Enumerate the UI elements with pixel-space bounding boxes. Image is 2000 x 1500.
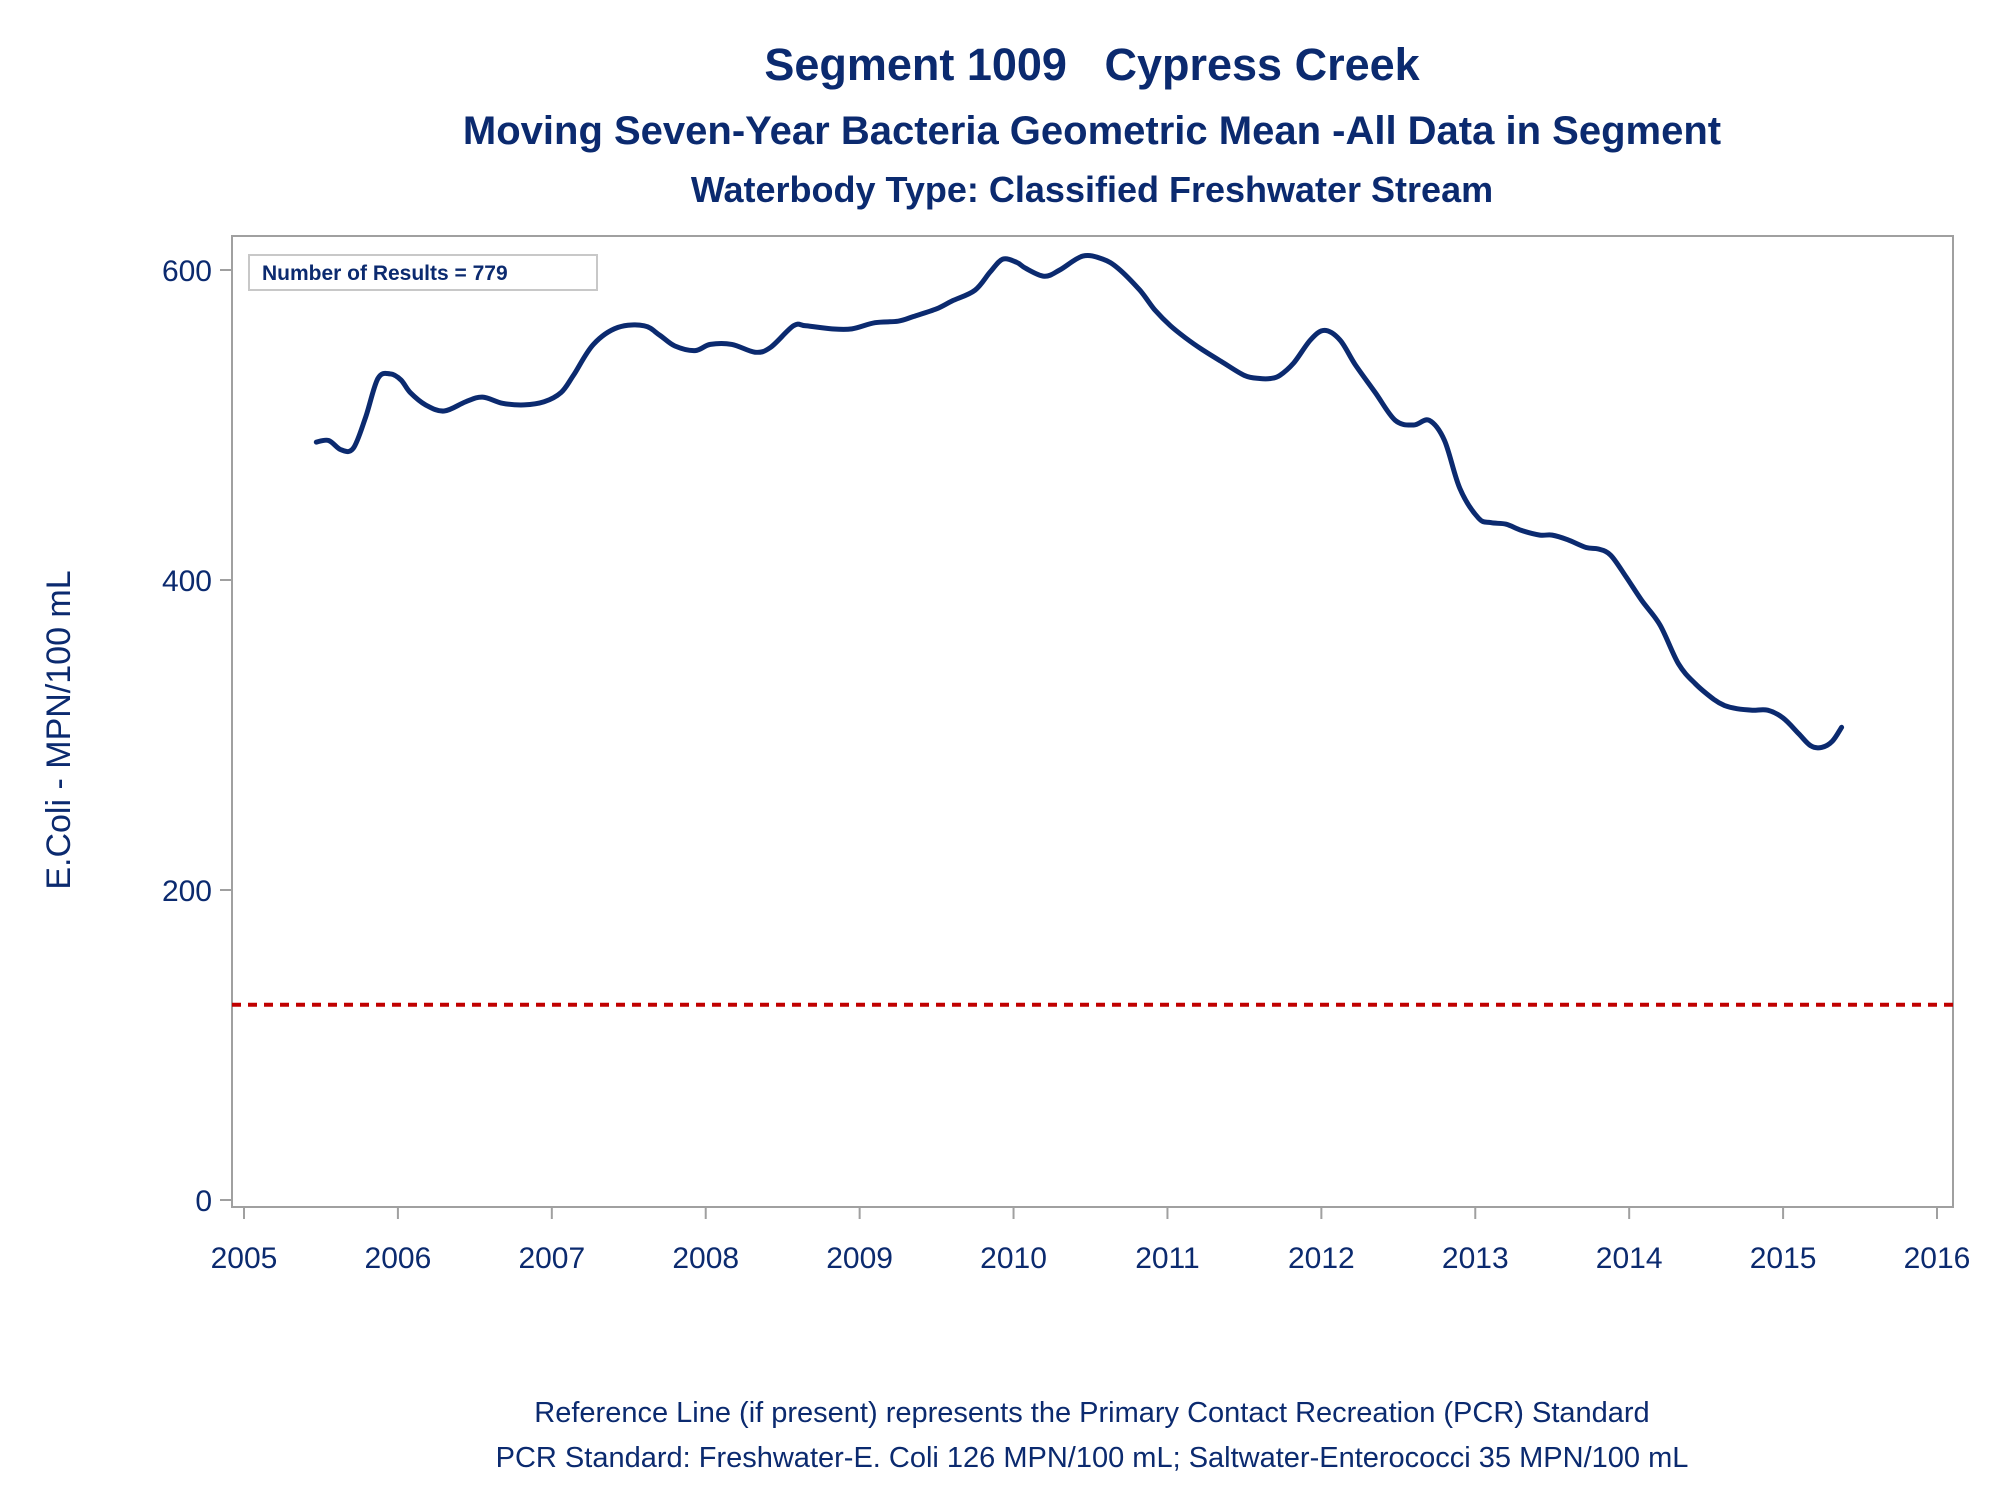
plot-frame: [231, 235, 1954, 1208]
chart-subtitle: Moving Seven-Year Bacteria Geometric Mea…: [463, 109, 1721, 153]
chart-title: Segment 1009 Cypress Creek: [764, 39, 1420, 90]
y-tick-label: 400: [162, 565, 212, 598]
series-line: [313, 252, 1845, 751]
x-tick-label: 2014: [1596, 1242, 1663, 1275]
x-axis: 2005 2006 2007 2008 2009 2010 2011 2012 2013 2014…: [211, 1207, 1971, 1275]
x-tick-label: 2013: [1442, 1242, 1509, 1275]
footer-line-2: PCR Standard: Freshwater-E. Coli 126 MPN…: [496, 1442, 1689, 1474]
results-count-label: Number of Results = 779: [262, 262, 508, 285]
x-tick-label: 2011: [1135, 1242, 1200, 1275]
footer-line-1: Reference Line (if present) represents t…: [534, 1397, 1649, 1429]
y-tick-label: 0: [195, 1185, 212, 1218]
x-tick-label: 2009: [826, 1242, 893, 1275]
y-axis-label: E.Coli - MPN/100 mL: [40, 570, 78, 889]
y-tick-label: 200: [162, 875, 212, 908]
y-axis: 0 200 400 600: [162, 255, 232, 1218]
x-tick-label: 2005: [211, 1242, 278, 1275]
y-tick-label: 600: [162, 255, 212, 288]
x-tick-label: 2006: [365, 1242, 432, 1275]
x-tick-label: 2016: [1904, 1242, 1971, 1275]
results-count-box: [248, 254, 598, 291]
x-tick-label: 2007: [518, 1242, 585, 1275]
x-tick-label: 2015: [1750, 1242, 1817, 1275]
chart-subtitle-2: Waterbody Type: Classified Freshwater St…: [691, 169, 1493, 210]
x-tick-label: 2010: [980, 1242, 1047, 1275]
x-tick-label: 2012: [1288, 1242, 1355, 1275]
x-tick-label: 2008: [672, 1242, 739, 1275]
